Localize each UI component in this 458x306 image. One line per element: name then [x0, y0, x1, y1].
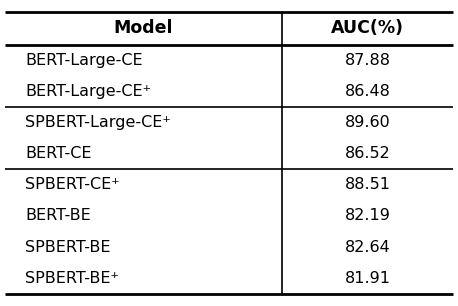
Text: 86.48: 86.48	[344, 84, 391, 99]
Text: 82.19: 82.19	[344, 208, 391, 223]
Text: SPBERT-BE: SPBERT-BE	[25, 240, 111, 255]
Text: BERT-Large-CE: BERT-Large-CE	[25, 53, 143, 68]
Text: BERT-Large-CE⁺: BERT-Large-CE⁺	[25, 84, 151, 99]
Text: AUC(%): AUC(%)	[331, 19, 404, 37]
Text: BERT-BE: BERT-BE	[25, 208, 91, 223]
Text: 89.60: 89.60	[345, 115, 390, 130]
Text: BERT-CE: BERT-CE	[25, 146, 92, 161]
Text: 86.52: 86.52	[345, 146, 390, 161]
Text: Model: Model	[114, 19, 173, 37]
Text: 82.64: 82.64	[345, 240, 390, 255]
Text: SPBERT-BE⁺: SPBERT-BE⁺	[25, 271, 119, 286]
Text: 87.88: 87.88	[344, 53, 391, 68]
Text: 88.51: 88.51	[344, 177, 391, 192]
Text: SPBERT-CE⁺: SPBERT-CE⁺	[25, 177, 120, 192]
Text: SPBERT-Large-CE⁺: SPBERT-Large-CE⁺	[25, 115, 171, 130]
Text: 81.91: 81.91	[344, 271, 391, 286]
